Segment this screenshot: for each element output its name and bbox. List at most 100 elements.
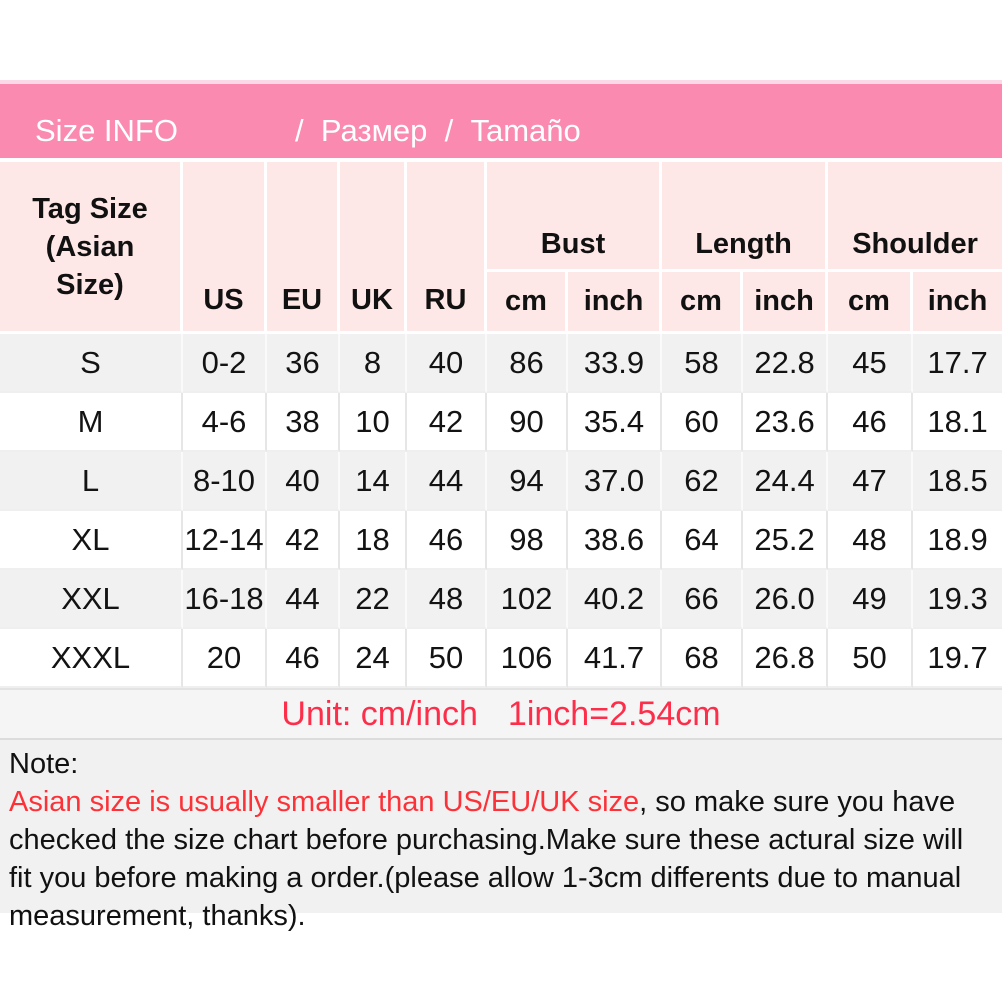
- size-label: XXXL: [0, 629, 183, 688]
- header-tag-size-line: Tag Size: [32, 192, 148, 225]
- size-cell: 94: [487, 452, 568, 511]
- title-primary: Size INFO: [35, 113, 178, 148]
- table-row-s: S 0-2 36 8 40 86 33.9 58 22.8 45 17.7: [0, 334, 1002, 393]
- table-header: Tag Size (Asian Size) US EU UK RU Bust L…: [0, 162, 1002, 334]
- header-eu: EU: [267, 162, 340, 334]
- header-bust: Bust: [487, 162, 663, 272]
- size-cell: 46: [407, 511, 487, 570]
- size-cell: 18.9: [913, 511, 1002, 570]
- size-cell: 0-2: [183, 334, 267, 393]
- table-row-xl: XL 12-14 42 18 46 98 38.6 64 25.2 48 18.…: [0, 511, 1002, 570]
- size-label: M: [0, 393, 183, 452]
- size-cell: 14: [340, 452, 407, 511]
- size-label: XXL: [0, 570, 183, 629]
- unit-conversion-text: 1inch=2.54cm: [507, 694, 721, 733]
- size-cell: 41.7: [568, 629, 663, 688]
- note-rest: , so make sure you have checked the size…: [9, 786, 964, 932]
- size-cell: 58: [662, 334, 744, 393]
- size-cell: 8: [340, 334, 407, 393]
- size-cell: 16-18: [183, 570, 267, 629]
- size-cell: 62: [662, 452, 744, 511]
- table-body: S 0-2 36 8 40 86 33.9 58 22.8 45 17.7 M …: [0, 334, 1002, 688]
- header-uk: UK: [340, 162, 407, 334]
- size-cell: 60: [662, 393, 744, 452]
- header-ru: RU: [407, 162, 487, 334]
- divider: [0, 158, 1002, 162]
- note-section: Note: Asian size is usually smaller than…: [0, 740, 1002, 932]
- size-cell: 49: [828, 570, 914, 629]
- note-body: Asian size is usually smaller than US/EU…: [9, 783, 992, 935]
- size-cell: 50: [407, 629, 487, 688]
- size-cell: 8-10: [183, 452, 267, 511]
- size-cell: 20: [183, 629, 267, 688]
- header-tag-size-line: (Asian: [45, 230, 135, 263]
- size-cell: 98: [487, 511, 568, 570]
- table-row-xxl: XXL 16-18 44 22 48 102 40.2 66 26.0 49 1…: [0, 570, 1002, 629]
- top-margin: [0, 0, 1002, 80]
- size-cell: 44: [267, 570, 340, 629]
- size-cell: 18.1: [913, 393, 1002, 452]
- size-cell: 17.7: [913, 334, 1002, 393]
- size-cell: 40: [267, 452, 340, 511]
- size-cell: 26.0: [743, 570, 829, 629]
- header-shoulder: Shoulder: [828, 162, 1002, 272]
- size-cell: 44: [407, 452, 487, 511]
- table-row-xxxl: XXXL 20 46 24 50 106 41.7 68 26.8 50 19.…: [0, 629, 1002, 688]
- unit-note-row: Unit: cm/inch 1inch=2.54cm: [0, 688, 1002, 740]
- size-cell: 25.2: [743, 511, 829, 570]
- size-cell: 40: [407, 334, 487, 393]
- size-cell: 40.2: [568, 570, 663, 629]
- header-shoulder-inch: inch: [913, 272, 1002, 334]
- unit-text: Unit: cm/inch: [281, 694, 478, 733]
- size-cell: 19.7: [913, 629, 1002, 688]
- size-label: XL: [0, 511, 183, 570]
- size-cell: 35.4: [568, 393, 663, 452]
- size-cell: 22: [340, 570, 407, 629]
- size-cell: 33.9: [568, 334, 663, 393]
- size-cell: 47: [828, 452, 914, 511]
- header-tag-size-line: Size): [56, 268, 124, 301]
- header-tag-size: Tag Size (Asian Size): [0, 162, 183, 334]
- size-cell: 42: [267, 511, 340, 570]
- size-cell: 64: [662, 511, 744, 570]
- size-cell: 4-6: [183, 393, 267, 452]
- table-row-l: L 8-10 40 14 44 94 37.0 62 24.4 47 18.5: [0, 452, 1002, 511]
- size-cell: 12-14: [183, 511, 267, 570]
- header-us: US: [183, 162, 267, 334]
- size-label: L: [0, 452, 183, 511]
- size-cell: 45: [828, 334, 914, 393]
- size-cell: 46: [267, 629, 340, 688]
- size-cell: 38.6: [568, 511, 663, 570]
- header-length: Length: [662, 162, 829, 272]
- title-bar: Size INFO / Размер / Tamaño: [0, 80, 1002, 158]
- size-cell: 48: [828, 511, 914, 570]
- bottom-margin: [0, 913, 1002, 1002]
- size-table: Tag Size (Asian Size) US EU UK RU Bust L…: [0, 162, 1002, 688]
- size-cell: 68: [662, 629, 744, 688]
- size-cell: 18: [340, 511, 407, 570]
- header-bust-cm: cm: [487, 272, 568, 334]
- size-cell: 90: [487, 393, 568, 452]
- size-cell: 36: [267, 334, 340, 393]
- size-cell: 50: [828, 629, 914, 688]
- size-cell: 46: [828, 393, 914, 452]
- size-cell: 102: [487, 570, 568, 629]
- size-cell: 10: [340, 393, 407, 452]
- note-heading: Note:: [9, 748, 79, 780]
- size-cell: 26.8: [743, 629, 829, 688]
- table-row-m: M 4-6 38 10 42 90 35.4 60 23.6 46 18.1: [0, 393, 1002, 452]
- size-cell: 86: [487, 334, 568, 393]
- size-cell: 66: [662, 570, 744, 629]
- note-highlight: Asian size is usually smaller than US/EU…: [9, 786, 640, 818]
- header-length-cm: cm: [662, 272, 744, 334]
- header-length-inch: inch: [743, 272, 829, 334]
- size-cell: 22.8: [743, 334, 829, 393]
- title-secondary: / Размер / Tamaño: [295, 113, 581, 148]
- header-bust-inch: inch: [568, 272, 663, 334]
- size-cell: 38: [267, 393, 340, 452]
- header-shoulder-cm: cm: [828, 272, 914, 334]
- size-cell: 37.0: [568, 452, 663, 511]
- size-cell: 19.3: [913, 570, 1002, 629]
- size-cell: 23.6: [743, 393, 829, 452]
